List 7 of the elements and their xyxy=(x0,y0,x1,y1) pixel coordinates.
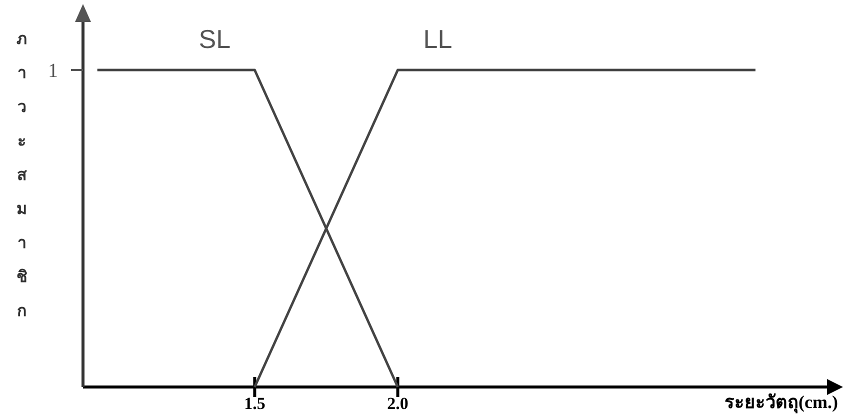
text: 1 xyxy=(48,60,58,82)
x-axis-title: ระยะวัตถุ(cm.) xyxy=(724,392,838,414)
x-tick-label: 1.5 xyxy=(244,394,266,413)
x-tick-label: 2.0 xyxy=(387,394,408,413)
series-label: SL xyxy=(198,24,231,54)
series-label: LL xyxy=(423,24,452,54)
text: ภาวะสมาชิก xyxy=(16,29,28,320)
